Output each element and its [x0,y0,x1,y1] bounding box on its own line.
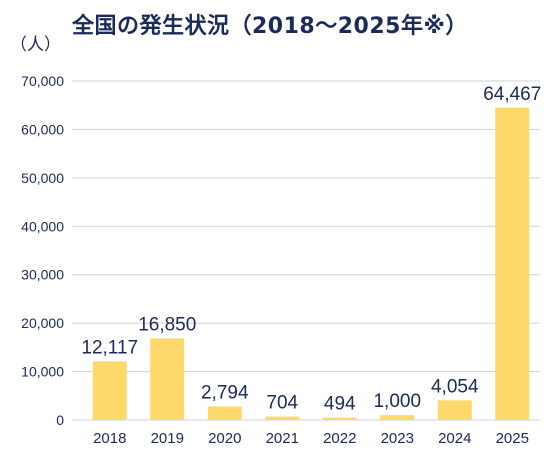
data-label-2021: 704 [266,393,298,414]
y-tick-label: 30,000 [21,267,64,283]
x-category-2023: 2023 [381,430,414,447]
y-tick-label: 60,000 [21,121,64,137]
data-label-2019: 16,850 [138,314,196,335]
chart-title: 全国の発生状況（2018～2025年※） [72,14,468,39]
data-label-2025: 64,467 [483,84,541,105]
bars [92,107,530,420]
y-tick-label: 70,000 [21,73,64,89]
bar-2024 [437,400,472,420]
x-axis-categories: 2018 2019 2020 2021 2022 2023 2024 2025 [93,430,529,447]
data-label-2020: 2,794 [201,382,249,403]
x-category-2018: 2018 [93,430,126,447]
x-category-2022: 2022 [323,430,356,447]
y-tick-label: 50,000 [21,170,64,186]
x-category-2020: 2020 [208,430,241,447]
y-axis-unit-label: （人） [10,35,61,55]
data-label-2023: 1,000 [373,391,421,412]
bar-2020 [207,406,242,420]
y-tick-label: 40,000 [21,218,64,234]
bar-2023 [380,415,415,420]
x-category-2025: 2025 [496,430,529,447]
x-category-2019: 2019 [151,430,184,447]
y-tick-label: 0 [56,412,64,428]
data-label-2022: 494 [324,394,356,415]
bar-2019 [150,338,185,420]
data-label-2018: 12,117 [81,337,138,358]
bar-2021 [265,416,300,420]
gridlines [72,80,540,421]
x-category-2021: 2021 [266,430,299,447]
y-tick-label: 10,000 [21,364,64,380]
data-label-2024: 4,054 [431,376,479,397]
bar-2018 [92,361,127,420]
y-axis-ticks: 0 10,000 20,000 30,000 40,000 50,000 60,000 70,… [21,73,64,428]
bar-2025 [495,107,530,420]
x-category-2024: 2024 [438,430,471,447]
bar-2022 [322,417,357,420]
y-tick-label: 20,000 [21,315,64,331]
